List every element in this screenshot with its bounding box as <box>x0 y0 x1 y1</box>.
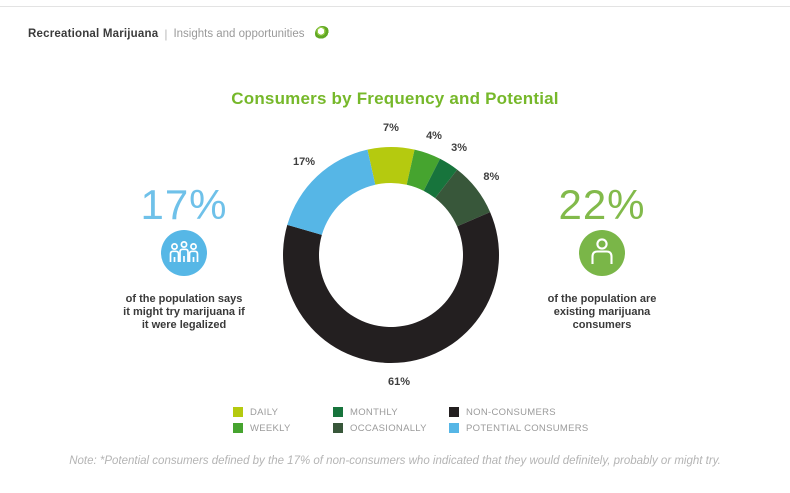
slice-label-weekly: 4% <box>426 129 442 142</box>
stat-description-potential: of the population says it might try mari… <box>104 293 264 332</box>
legend-item-monthly: MONTHLY <box>333 407 449 418</box>
green-ring-logo-icon <box>314 26 330 41</box>
legend-swatch-icon <box>333 407 343 417</box>
stat-value-existing: 22% <box>558 181 646 228</box>
stat-description-line: of the population says <box>125 293 243 305</box>
donut-chart: 7% 4% 3% 8% 61% 17% <box>261 122 521 388</box>
stat-description-line: it might try marijuana if <box>123 306 245 318</box>
top-divider <box>0 6 790 7</box>
header: Recreational Marijuana | Insights and op… <box>28 26 330 41</box>
donut-segment-non-consumers <box>283 212 500 364</box>
stat-existing-consumers: 22% of the population are existing marij… <box>522 183 682 332</box>
legend-swatch-icon <box>449 407 459 417</box>
legend-item-potential-consumers: POTENTIAL CONSUMERS <box>449 423 619 434</box>
chart-legend: DAILY WEEKLY MONTHLY OCCASIONALLY NON-CONSUM… <box>233 404 619 436</box>
brand-title: Recreational Marijuana <box>28 27 159 40</box>
header-subtitle: Insights and opportunities <box>173 27 305 40</box>
legend-item-non-consumers: NON-CONSUMERS <box>449 407 619 418</box>
stat-description-existing: of the population are existing marijuana… <box>522 293 682 332</box>
slice-label-daily: 7% <box>383 122 399 134</box>
stat-value-potential: 17% <box>140 181 228 228</box>
legend-swatch-icon <box>233 407 243 417</box>
slice-label-occasionally: 8% <box>483 171 500 184</box>
stat-description-line: it were legalized <box>141 319 227 331</box>
green-circle <box>579 230 625 276</box>
legend-swatch-icon <box>333 423 343 433</box>
legend-swatch-icon <box>233 423 243 433</box>
legend-item-occasionally: OCCASIONALLY <box>333 423 449 434</box>
stat-potential-triers: 17% of <box>104 183 264 332</box>
slice-label-non-consumers: 61% <box>387 375 410 388</box>
donut-segment-potential-consumers <box>287 149 376 235</box>
legend-item-weekly: WEEKLY <box>233 423 333 434</box>
donut-segment-daily <box>367 146 415 185</box>
legend-label: DAILY <box>250 406 279 418</box>
donut-segment-monthly <box>423 158 458 199</box>
header-separator: | <box>164 26 168 41</box>
legend-label: WEEKLY <box>250 422 291 434</box>
legend-label: POTENTIAL CONSUMERS <box>466 422 589 434</box>
legend-label: MONTHLY <box>350 406 398 418</box>
slice-label-potential-consumers: 17% <box>293 156 316 169</box>
legend-item-daily: DAILY <box>233 407 333 418</box>
people-group-icon <box>104 228 264 278</box>
footnote: Note: *Potential consumers defined by th… <box>69 455 721 467</box>
legend-label: OCCASIONALLY <box>350 422 427 434</box>
legend-swatch-icon <box>449 423 459 433</box>
page-title: Consumers by Frequency and Potential <box>231 89 559 108</box>
donut-svg <box>283 146 500 364</box>
donut-segment-occasionally <box>435 169 491 227</box>
slice-label-monthly: 3% <box>451 141 467 154</box>
stat-description-line: existing marijuana <box>553 306 651 318</box>
stat-description-line: consumers <box>572 319 632 331</box>
blue-circle <box>161 230 207 276</box>
legend-label: NON-CONSUMERS <box>466 406 556 418</box>
person-icon <box>522 228 682 278</box>
stat-description-line: of the population are <box>547 293 657 305</box>
donut-segment-weekly <box>406 149 441 191</box>
